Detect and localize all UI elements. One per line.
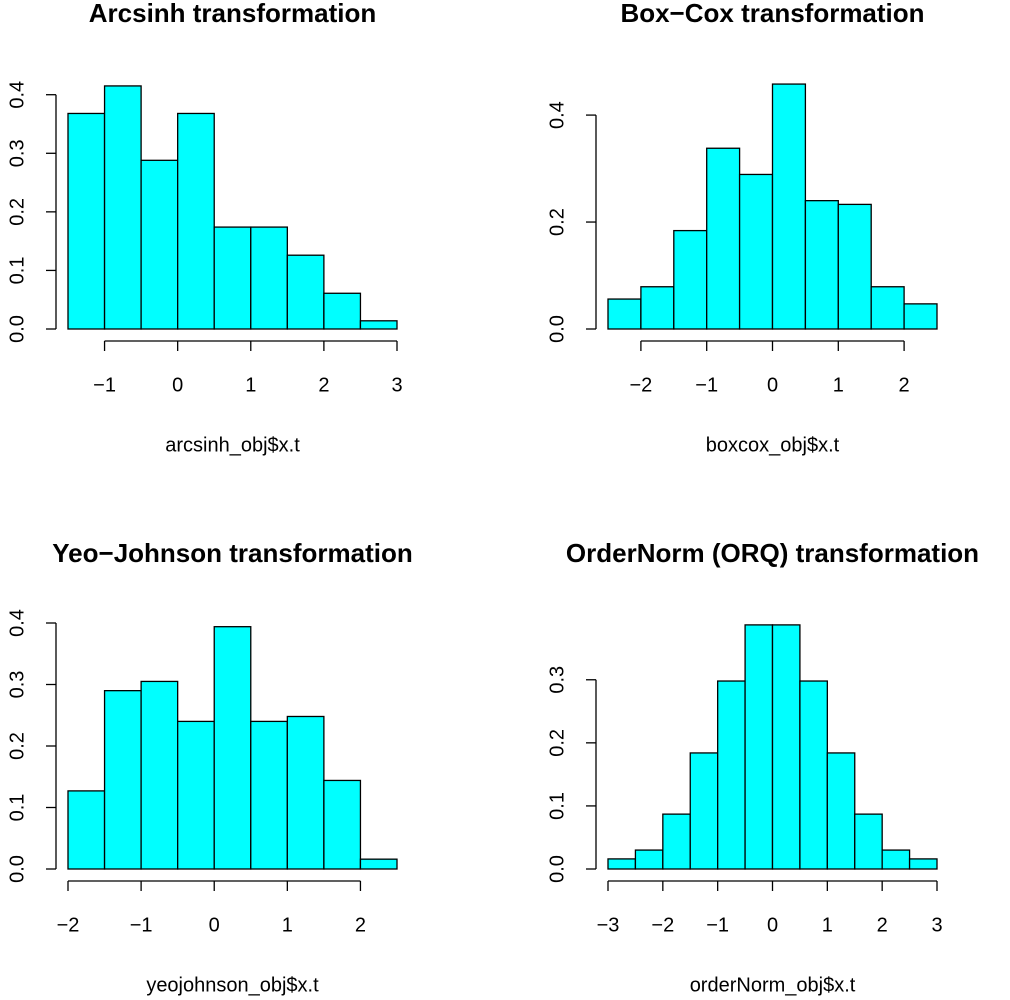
x-tick-label: −3 — [597, 914, 620, 936]
x-axis-label: yeojohnson_obj$x.t — [146, 974, 319, 996]
y-tick-label: 0.1 — [6, 257, 28, 285]
y-tick-label: 0.0 — [546, 855, 568, 883]
x-tick-label: −2 — [57, 914, 80, 936]
chart-title: Arcsinh transformation — [89, 0, 377, 28]
x-tick-label: 0 — [767, 914, 778, 936]
bar — [870, 286, 905, 330]
x-axis-label: arcsinh_obj$x.t — [165, 434, 300, 456]
bar — [640, 286, 675, 330]
bar — [323, 292, 362, 330]
bar — [706, 147, 741, 330]
chart-title: OrderNorm (ORQ) transformation — [566, 538, 979, 568]
x-axis-label: orderNorm_obj$x.t — [690, 974, 856, 996]
y-tick-label: 0.4 — [6, 81, 28, 109]
x-tick-label: 1 — [282, 914, 293, 936]
chart-title: Yeo−Johnson transformation — [52, 538, 412, 568]
bar — [140, 680, 179, 870]
bar — [213, 226, 252, 330]
bar — [738, 173, 774, 330]
bar — [804, 200, 839, 330]
x-tick-label: −2 — [651, 914, 674, 936]
y-tick-label: 0.0 — [6, 855, 28, 883]
x-tick-label: 2 — [355, 914, 366, 936]
bar — [717, 680, 746, 870]
bar — [359, 320, 398, 330]
y-tick-label: 0.0 — [6, 315, 28, 343]
bar — [177, 112, 215, 330]
bar — [908, 858, 938, 870]
bar — [881, 849, 911, 870]
bar — [250, 226, 288, 330]
bar — [286, 715, 325, 870]
x-tick-label: 3 — [391, 374, 402, 396]
y-tick-label: 0.4 — [546, 101, 568, 129]
x-axis-label: boxcox_obj$x.t — [706, 434, 840, 456]
x-tick-label: 1 — [833, 374, 844, 396]
x-tick-label: −1 — [706, 914, 729, 936]
bar — [67, 112, 106, 330]
y-tick-label: 0.2 — [546, 729, 568, 757]
y-tick-label: 0.1 — [546, 792, 568, 820]
x-tick-label: 1 — [822, 914, 833, 936]
bar — [213, 626, 252, 870]
bar — [177, 720, 215, 870]
bar — [103, 690, 142, 870]
y-tick-label: 0.2 — [6, 732, 28, 760]
x-tick-label: 0 — [209, 914, 220, 936]
y-tick-label: 0.3 — [6, 671, 28, 699]
bar — [799, 680, 828, 870]
bar — [689, 752, 719, 870]
bar — [903, 303, 938, 330]
x-tick-label: 2 — [899, 374, 910, 396]
x-tick-label: 2 — [318, 374, 329, 396]
bar — [673, 229, 708, 330]
y-tick-label: 0.3 — [546, 666, 568, 694]
y-tick-label: 0.0 — [546, 315, 568, 343]
y-tick-label: 0.2 — [546, 208, 568, 236]
bar — [744, 624, 774, 870]
bar — [837, 203, 872, 330]
bar — [250, 720, 288, 870]
x-tick-label: 3 — [931, 914, 942, 936]
x-tick-label: 0 — [172, 374, 183, 396]
x-tick-label: −1 — [130, 914, 153, 936]
x-tick-label: 0 — [767, 374, 778, 396]
bar — [286, 254, 325, 330]
chart-title: Box−Cox transformation — [620, 0, 924, 28]
bar — [323, 779, 362, 870]
x-tick-label: −1 — [93, 374, 116, 396]
bar — [662, 813, 691, 870]
bar — [607, 858, 637, 870]
bar — [771, 83, 807, 330]
bar — [826, 752, 856, 870]
bar — [854, 813, 883, 870]
bar — [607, 298, 642, 330]
y-tick-label: 0.1 — [6, 794, 28, 822]
bar — [634, 849, 664, 870]
x-tick-label: −2 — [629, 374, 652, 396]
bar — [359, 858, 398, 870]
bar — [103, 85, 142, 330]
y-tick-label: 0.2 — [6, 198, 28, 226]
bar — [67, 790, 106, 870]
x-tick-label: −1 — [695, 374, 718, 396]
bar — [140, 159, 179, 330]
x-tick-label: 2 — [877, 914, 888, 936]
y-tick-label: 0.3 — [6, 139, 28, 167]
bar — [771, 624, 801, 870]
y-tick-label: 0.4 — [6, 609, 28, 637]
x-tick-label: 1 — [245, 374, 256, 396]
